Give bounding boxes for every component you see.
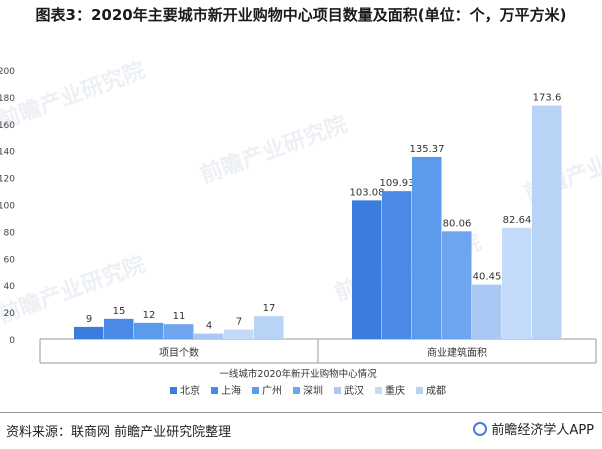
chart-title: 图表3：2020年主要城市新开业购物中心项目数量及面积(单位：个，万平方米) [35, 6, 567, 24]
bar [472, 284, 502, 339]
legend-swatch [252, 387, 259, 394]
legend-swatch [416, 387, 423, 394]
y-tick-label: 200 [0, 67, 15, 77]
y-tick-label: 180 [0, 94, 15, 104]
bar [74, 326, 104, 339]
x-axis-title: 一线城市2020年新开业购物中心情况 [219, 368, 377, 380]
value-label: 9 [86, 314, 92, 325]
category-label: 商业建筑面积 [427, 346, 487, 359]
footer: 资料来源：联商网 前瞻产业研究院整理 前瞻经济学人APP [0, 412, 602, 449]
brand[interactable]: 前瞻经济学人APP [473, 419, 594, 438]
bar-chart: 0 20 40 60 80 100 120 140 160 180 200 9 15 12 11 4 7 17 项目… [0, 67, 597, 397]
value-label: 80.06 [443, 218, 472, 229]
y-tick-label: 120 [0, 175, 15, 185]
bar [502, 227, 532, 339]
value-label: 15 [113, 306, 126, 317]
value-label: 11 [173, 311, 186, 322]
legend-label: 成都 [426, 385, 446, 397]
value-label: 7 [236, 317, 242, 328]
value-label: 109.93 [380, 178, 415, 189]
y-tick-label: 160 [0, 121, 15, 131]
bar [254, 316, 284, 339]
value-label: 82.64 [503, 215, 532, 226]
value-label: 4 [206, 321, 212, 332]
value-label: 103.08 [350, 187, 385, 198]
legend-label: 北京 [180, 384, 200, 397]
value-label: 40.45 [473, 272, 502, 283]
category-label: 项目个数 [159, 346, 199, 359]
bar [164, 324, 194, 339]
bar [442, 231, 472, 339]
legend-label: 重庆 [385, 384, 405, 397]
legend-label: 广州 [262, 385, 282, 397]
bar [224, 329, 254, 339]
bar [352, 200, 382, 339]
legend-swatch [211, 387, 218, 394]
y-tick-label: 0 [9, 336, 15, 346]
bar [104, 318, 134, 339]
y-tick-label: 80 [4, 228, 16, 238]
y-tick-label: 60 [4, 255, 16, 265]
legend-label: 武汉 [344, 384, 364, 397]
value-label: 17 [263, 303, 276, 314]
y-tick-label: 40 [4, 282, 16, 292]
y-tick-label: 100 [0, 202, 15, 212]
legend-swatch [170, 387, 177, 394]
legend-swatch [293, 387, 300, 394]
legend-label: 深圳 [303, 385, 323, 397]
bar [194, 333, 224, 339]
legend-swatch [375, 387, 382, 394]
value-label: 135.37 [410, 144, 445, 155]
legend-swatch [334, 387, 341, 394]
bar [412, 156, 442, 339]
bar [532, 105, 562, 340]
source-note: 资料来源：联商网 前瞻产业研究院整理 [6, 425, 232, 440]
brand-logo-icon [473, 421, 488, 436]
brand-label: 前瞻经济学人APP [491, 423, 594, 438]
y-tick-label: 140 [0, 148, 15, 158]
y-tick-label: 20 [4, 309, 16, 319]
legend-label: 上海 [221, 384, 241, 397]
value-label: 173.6 [533, 93, 562, 104]
value-label: 12 [143, 310, 156, 321]
bar [134, 322, 164, 339]
bar [382, 191, 412, 339]
